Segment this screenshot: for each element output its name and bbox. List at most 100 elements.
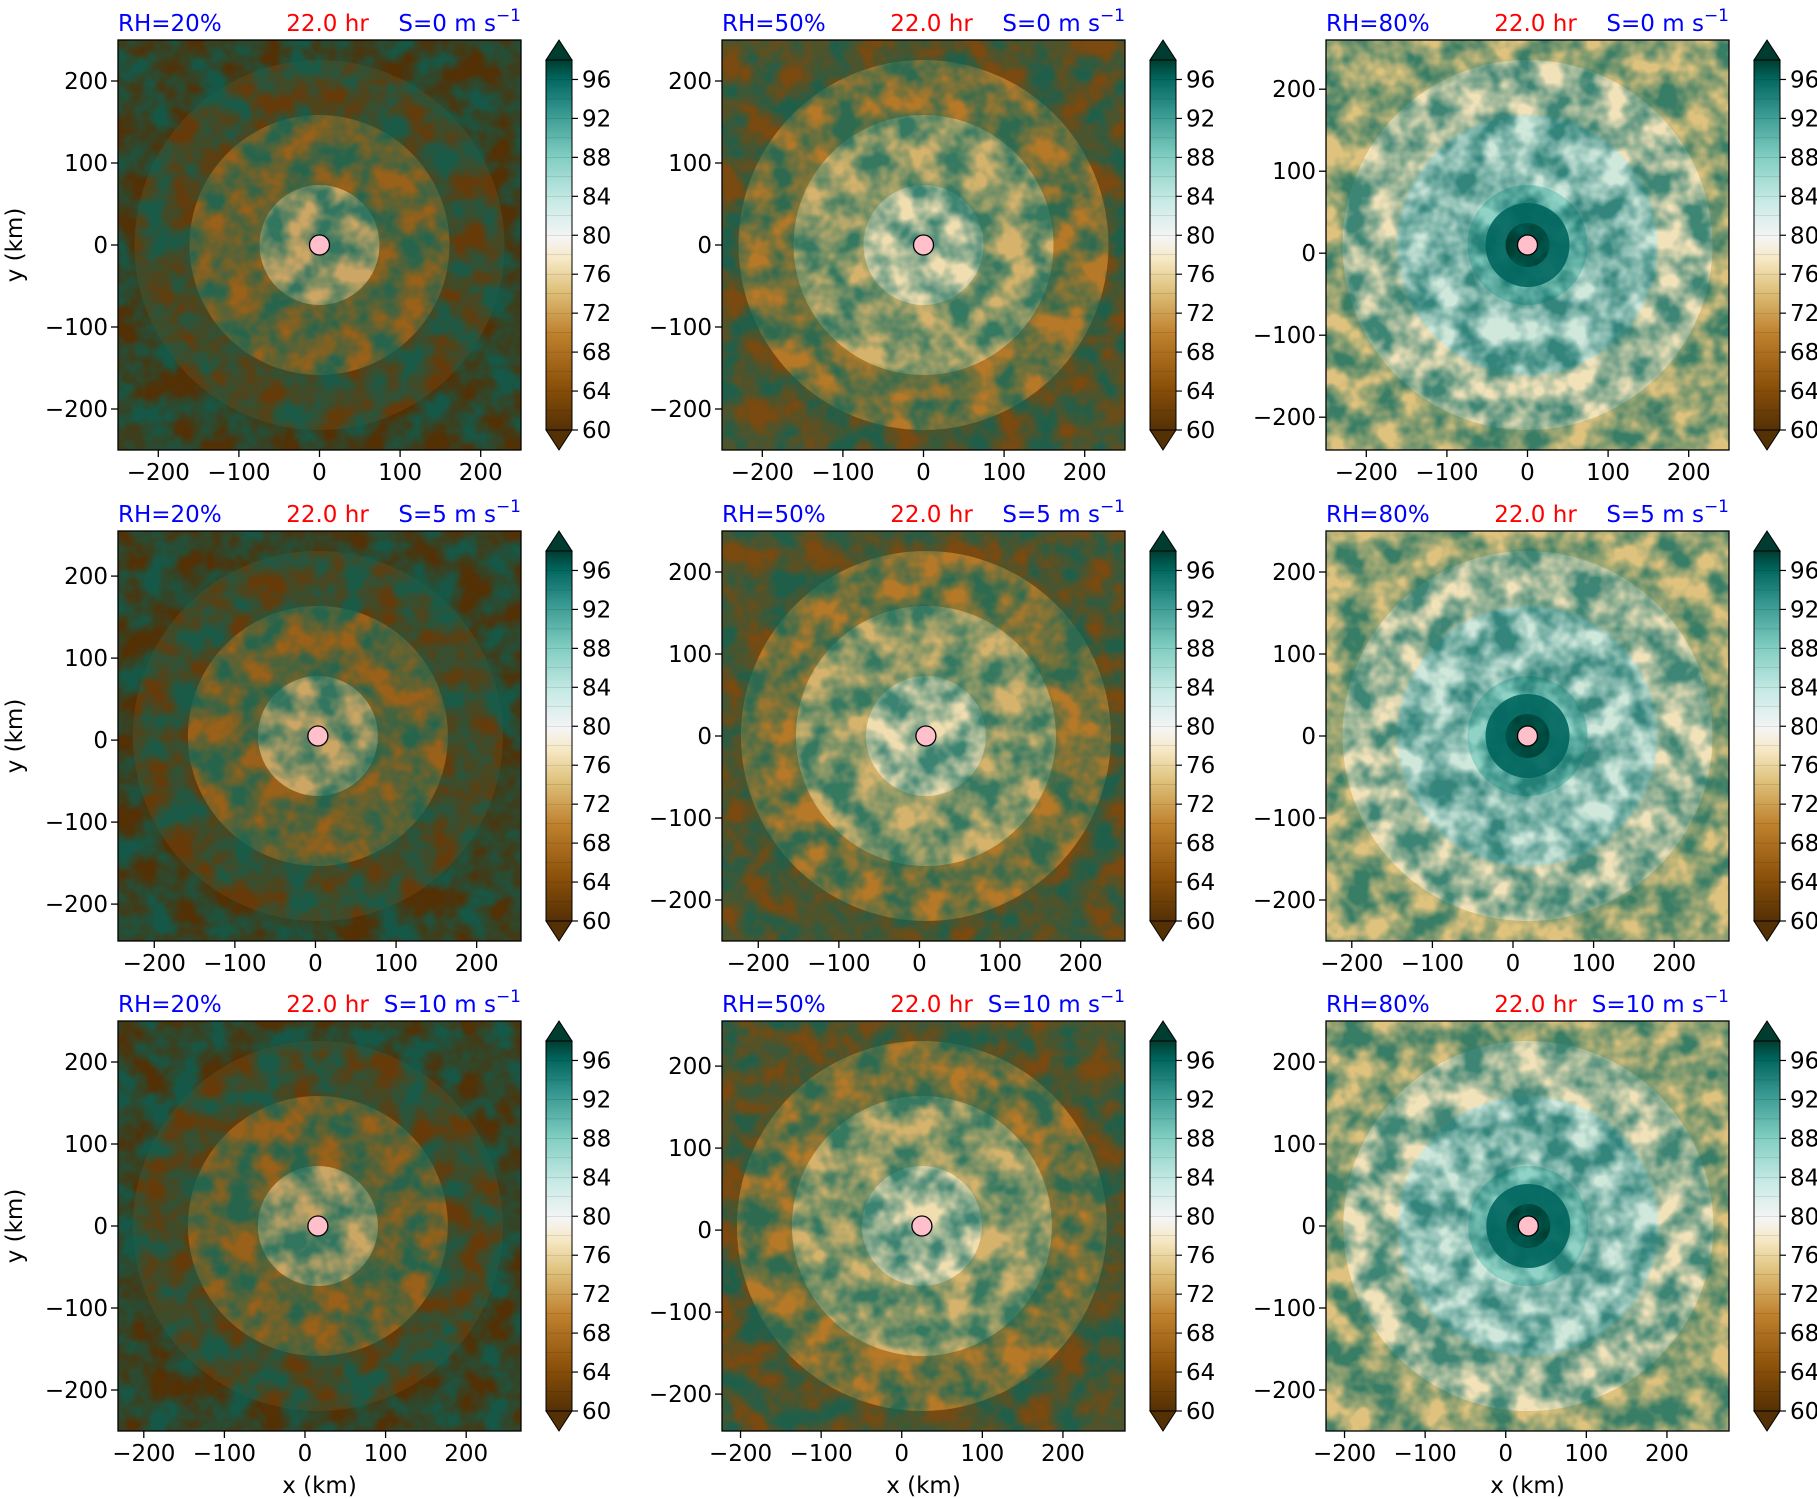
- y-axis-label: y (km): [2, 208, 28, 283]
- colorbar-tick-label: 76: [582, 262, 611, 288]
- colorbar-tick-label: 80: [1790, 1204, 1817, 1230]
- panel-8: −200 −100 0 100 200 200 100 0 −100 −200 RH=50% 22.0…: [649, 987, 1215, 1499]
- colorbar-tick-label: 68: [582, 831, 611, 857]
- colorbar-tick-label: 84: [1186, 1165, 1215, 1191]
- storm-center-marker: [1517, 1215, 1539, 1237]
- colorbar-tick-label: 84: [582, 184, 611, 210]
- y-tick-label: 200: [668, 1054, 712, 1080]
- x-tick-label: 100: [378, 460, 422, 486]
- colorbar-tick-label: 80: [1790, 223, 1817, 249]
- y-tick-label: 0: [697, 233, 712, 259]
- colorbar-tick-label: 92: [1186, 597, 1215, 623]
- colorbar-tick-label: 88: [1790, 145, 1817, 171]
- panel-4: −200 −100 0 100 200 200 100 0 −100 −200 RH=20% 22.0…: [2, 497, 611, 977]
- y-tick-label: 200: [1272, 1050, 1316, 1076]
- colorbar: 96 92 88 84 80 76 72 68 64 60: [1149, 1020, 1215, 1432]
- colorbar-tick-label: 76: [1186, 753, 1215, 779]
- storm-center-marker: [912, 234, 935, 256]
- colorbar-tick-label: 60: [582, 909, 611, 935]
- x-tick-label: −100: [811, 460, 874, 486]
- colorbar-tick-label: 88: [582, 636, 611, 662]
- y-tick-label: 100: [668, 151, 712, 177]
- axes-frame: [117, 530, 522, 942]
- x-tick-label: −100: [790, 1441, 853, 1467]
- colorbar-tick-label: 68: [1186, 1321, 1215, 1347]
- x-tick-label: 200: [1667, 460, 1711, 486]
- colorbar-extend-bottom: [1753, 1410, 1781, 1432]
- y-tick-label: 100: [1272, 642, 1316, 668]
- colorbar-tick-label: 96: [1790, 1048, 1817, 1074]
- x-tick-label: 200: [444, 1441, 488, 1467]
- colorbar-tick-label: 72: [1790, 1282, 1817, 1308]
- x-tick-label: 100: [1564, 1441, 1608, 1467]
- storm-center-marker: [1516, 725, 1539, 747]
- colorbar-tick-label: 96: [1186, 1048, 1215, 1074]
- shear-label: S=5 m s−1: [1002, 497, 1125, 528]
- colorbar-tick-label: 60: [582, 418, 611, 444]
- colorbar-tick-label: 60: [1790, 418, 1817, 444]
- colorbar-tick-label: 92: [1790, 597, 1817, 623]
- x-tick-label: 0: [912, 951, 927, 977]
- colorbar-tick-label: 76: [582, 1243, 611, 1269]
- colorbar-tick-label: 80: [1186, 223, 1215, 249]
- colorbar-extend-bottom: [1753, 429, 1781, 451]
- x-tick-label: 0: [298, 1441, 313, 1467]
- colorbar-tick-label: 60: [1186, 909, 1215, 935]
- colorbar-tick-label: 88: [1790, 1126, 1817, 1152]
- colorbar-tick-label: 64: [1186, 379, 1215, 405]
- colorbar: 96 92 88 84 80 76 72 68 64 60: [1753, 1020, 1817, 1432]
- y-tick-label: −100: [45, 1296, 108, 1322]
- y-tick-label: 0: [93, 233, 108, 259]
- x-tick-label: −200: [127, 460, 190, 486]
- x-tick-label: −200: [1313, 1441, 1376, 1467]
- colorbar-tick-label: 64: [1186, 1360, 1215, 1386]
- x-tick-label: 100: [374, 951, 418, 977]
- colorbar-tick-label: 68: [1186, 340, 1215, 366]
- x-tick-label: 100: [1572, 951, 1616, 977]
- y-tick-label: 0: [93, 1214, 108, 1240]
- y-tick-label: −100: [45, 810, 108, 836]
- x-tick-label: −100: [807, 951, 870, 977]
- shear-label: S=10 m s−1: [988, 987, 1125, 1018]
- y-axis-label: y (km): [2, 1189, 28, 1264]
- colorbar-extend-bottom: [1149, 920, 1177, 942]
- y-tick-label: −200: [45, 892, 108, 918]
- colorbar-tick-label: 92: [1790, 106, 1817, 132]
- colorbar-extend-bottom: [1149, 1410, 1177, 1432]
- time-label: 22.0 hr: [286, 502, 369, 528]
- colorbar-tick-label: 64: [1790, 1360, 1817, 1386]
- colorbar-tick-label: 72: [1790, 301, 1817, 327]
- colorbar-tick-label: 88: [1186, 145, 1215, 171]
- time-label: 22.0 hr: [286, 992, 369, 1018]
- panel-1: −200 −100 0 100 200 200 100 0 −100 −200 RH=20% 22.0…: [2, 6, 611, 486]
- colorbar-tick-label: 88: [582, 145, 611, 171]
- panel-9: −200 −100 0 100 200 200 100 0 −100 −200 RH=80% 22.0…: [1253, 987, 1817, 1499]
- x-tick-label: 200: [459, 460, 503, 486]
- colorbar-tick-label: 80: [1186, 1204, 1215, 1230]
- colorbar-extend-top: [1149, 530, 1177, 552]
- y-tick-label: 200: [64, 564, 108, 590]
- y-tick-label: −100: [1253, 1296, 1316, 1322]
- colorbar-tick-label: 88: [1790, 636, 1817, 662]
- colorbar-tick-label: 60: [582, 1399, 611, 1425]
- rh-label: RH=20%: [118, 992, 222, 1018]
- colorbar-tick-label: 84: [1790, 1165, 1817, 1191]
- y-tick-label: 200: [1272, 560, 1316, 586]
- y-tick-label: 200: [1272, 77, 1316, 103]
- x-tick-label: 200: [1652, 951, 1696, 977]
- colorbar: 96 92 88 84 80 76 72 68 64 60: [545, 39, 611, 451]
- y-tick-label: 100: [64, 151, 108, 177]
- shear-label: S=5 m s−1: [398, 497, 521, 528]
- colorbar-tick-label: 72: [582, 1282, 611, 1308]
- rh-label: RH=50%: [722, 11, 826, 37]
- colorbar-tick-label: 92: [582, 106, 611, 132]
- x-tick-label: 0: [1498, 1441, 1513, 1467]
- colorbar-tick-label: 60: [1186, 418, 1215, 444]
- x-tick-label: −100: [203, 951, 266, 977]
- shear-label: S=10 m s−1: [384, 987, 521, 1018]
- colorbar-extend-bottom: [1753, 920, 1781, 942]
- y-tick-label: 0: [93, 728, 108, 754]
- x-tick-label: −200: [1335, 460, 1398, 486]
- colorbar-extend-top: [545, 530, 573, 552]
- colorbar-tick-label: 84: [1790, 675, 1817, 701]
